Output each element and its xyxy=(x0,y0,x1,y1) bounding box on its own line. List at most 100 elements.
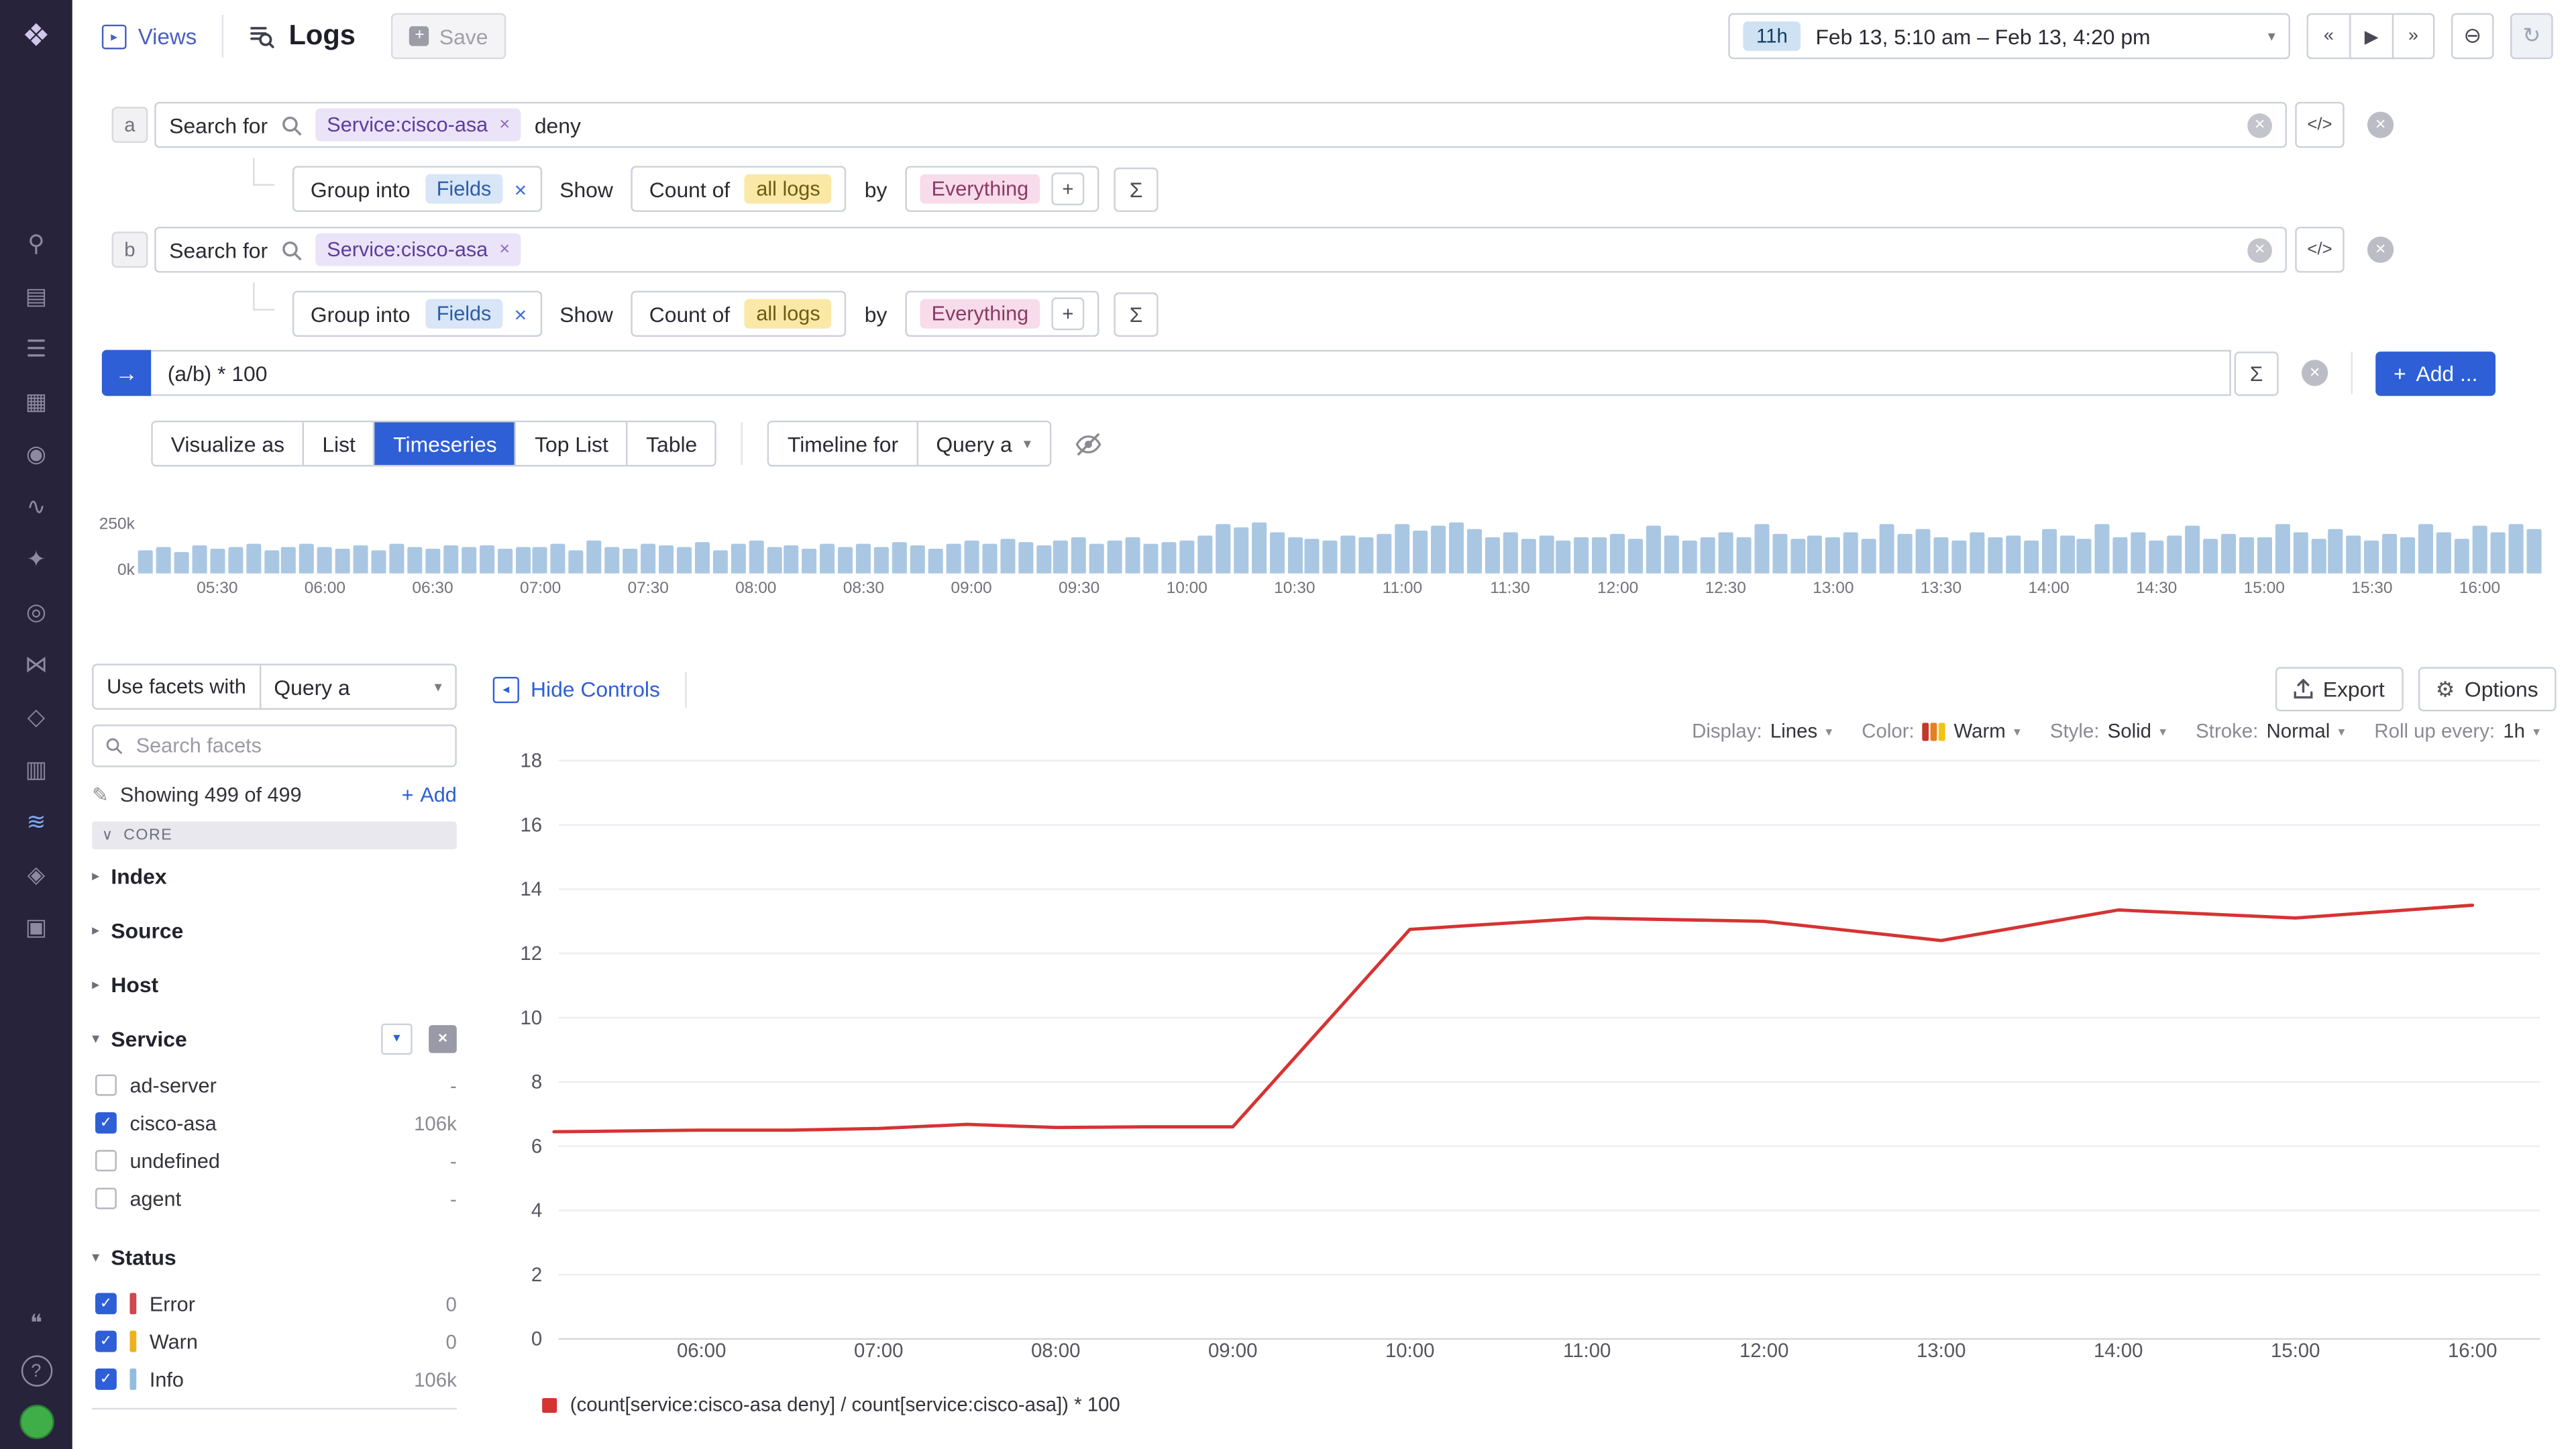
by-control[interactable]: Everything + xyxy=(905,166,1099,212)
timeline-bar[interactable] xyxy=(1503,533,1517,574)
group-into-control[interactable]: Group into Fields × xyxy=(292,290,541,337)
facet-checkbox[interactable]: ✓ xyxy=(95,1368,117,1390)
timeline-bar[interactable] xyxy=(1844,531,1859,573)
timeline-bar[interactable] xyxy=(210,549,225,574)
timeline-bar[interactable] xyxy=(1216,524,1230,574)
export-button[interactable]: Export xyxy=(2275,667,2403,711)
timeline-bar[interactable] xyxy=(712,549,727,573)
remove-tag-icon[interactable]: × xyxy=(499,240,510,260)
metrics-icon[interactable]: ∿ xyxy=(0,480,72,532)
timeline-bar[interactable] xyxy=(2221,534,2236,574)
timeline-bar[interactable] xyxy=(587,541,602,574)
formula-aggregate-button[interactable]: Σ xyxy=(2235,351,2279,395)
timeline-bar[interactable] xyxy=(1808,536,1823,574)
timeline-bar[interactable] xyxy=(1772,534,1787,574)
add-facet-button[interactable]: + Add xyxy=(402,784,457,806)
timeline-bar[interactable] xyxy=(1269,533,1284,574)
timeline-bar[interactable] xyxy=(1664,536,1679,574)
search-icon[interactable]: ⚲ xyxy=(0,217,72,269)
facet-checkbox[interactable] xyxy=(95,1075,117,1096)
facet-item-cisco-asa[interactable]: ✓cisco-asa106k xyxy=(92,1104,457,1142)
count-of-control[interactable]: Count of all logs xyxy=(631,166,847,212)
timeline-bar[interactable] xyxy=(1197,535,1212,574)
timeline-bar[interactable] xyxy=(228,547,243,573)
timeline-bar[interactable] xyxy=(2059,535,2074,574)
timeline-bar[interactable] xyxy=(1700,538,1715,574)
timeline-bar[interactable] xyxy=(1054,540,1069,573)
timeline-bar[interactable] xyxy=(1862,539,1876,574)
timeline-bar[interactable] xyxy=(1323,541,1338,574)
remove-formula-button[interactable]: × xyxy=(2302,360,2328,386)
timeline-bar[interactable] xyxy=(1072,537,1087,573)
timeline-bar[interactable] xyxy=(2131,531,2146,573)
time-range-selector[interactable]: 11h Feb 13, 5:10 am – Feb 13, 4:20 pm ▾ xyxy=(1728,13,2290,60)
timeline-bar[interactable] xyxy=(802,549,817,574)
timeline-bar[interactable] xyxy=(2526,529,2541,574)
timeline-bar[interactable] xyxy=(2455,539,2469,574)
timeline-bar[interactable] xyxy=(1826,537,1841,573)
app-security-icon[interactable]: ▣ xyxy=(0,900,72,953)
timeline-bar[interactable] xyxy=(839,547,853,574)
timeline-bar[interactable] xyxy=(1951,540,1966,573)
timeline-bar[interactable] xyxy=(335,549,350,573)
timeline-bar[interactable] xyxy=(156,547,170,573)
timeline-bar[interactable] xyxy=(533,547,548,574)
timeline-bar[interactable] xyxy=(2400,537,2415,573)
timeline-bar[interactable] xyxy=(1521,539,1536,574)
search-term[interactable]: deny xyxy=(535,113,581,138)
timeline-bar[interactable] xyxy=(1251,522,1266,574)
timeline-bar[interactable] xyxy=(1628,539,1643,574)
facet-group-service[interactable]: ▾Service▼× xyxy=(92,1012,457,1067)
timeline-bar[interactable] xyxy=(1287,537,1302,573)
aggregate-button[interactable]: Σ xyxy=(1114,167,1159,211)
facet-checkbox[interactable]: ✓ xyxy=(95,1293,117,1314)
formula-arrow-icon[interactable]: → xyxy=(102,350,151,396)
save-button[interactable]: + Save xyxy=(392,13,506,60)
add-by-button[interactable]: + xyxy=(1051,297,1084,330)
timeline-bar[interactable] xyxy=(641,543,655,574)
timeline-bar[interactable] xyxy=(317,548,332,574)
timeline-bar[interactable] xyxy=(2347,536,2361,574)
skip-forward-button[interactable]: » xyxy=(2392,13,2435,60)
timeline-bar[interactable] xyxy=(443,545,458,574)
facet-item-Warn[interactable]: ✓Warn0 xyxy=(92,1322,457,1360)
timeline-bar[interactable] xyxy=(2095,524,2110,574)
timeline-bar[interactable] xyxy=(2365,541,2379,574)
by-value-pill[interactable]: Everything xyxy=(920,174,1040,204)
add-by-button[interactable]: + xyxy=(1051,172,1084,205)
timeline-bar[interactable] xyxy=(1305,539,1320,574)
remove-query-button[interactable]: × xyxy=(2367,237,2394,263)
control-style[interactable]: Style:Solid▾ xyxy=(2050,720,2166,743)
clear-filter-icon[interactable]: × xyxy=(429,1025,457,1053)
timeline-bar[interactable] xyxy=(694,542,709,574)
timeline-bar[interactable] xyxy=(2293,533,2308,574)
timeline-bar[interactable] xyxy=(767,547,782,573)
timeline-bar[interactable] xyxy=(407,547,422,574)
timeline-bar[interactable] xyxy=(910,545,925,574)
remove-query-button[interactable]: × xyxy=(2367,112,2394,138)
timeline-bar[interactable] xyxy=(1108,541,1122,574)
datadog-logo-icon[interactable]: ❖ xyxy=(0,0,72,72)
timeline-bar[interactable] xyxy=(354,545,368,574)
timeline-bar[interactable] xyxy=(749,541,763,574)
facet-checkbox[interactable]: ✓ xyxy=(95,1112,117,1134)
facet-group-status[interactable]: ▾Status xyxy=(92,1230,457,1285)
visualize-option-table[interactable]: Table xyxy=(627,422,715,465)
timeline-bar[interactable] xyxy=(1970,533,1984,574)
timeline-bar[interactable] xyxy=(1485,537,1499,573)
timeline-bar[interactable] xyxy=(2239,537,2253,573)
core-section-header[interactable]: ∨ CORE xyxy=(92,821,457,849)
timeline-bar[interactable] xyxy=(2203,539,2218,574)
timeline-bar[interactable] xyxy=(1736,537,1751,573)
timeline-bar[interactable] xyxy=(1880,524,1894,574)
add-query-button[interactable]: + Add ... xyxy=(2375,351,2496,395)
visualize-option-top-list[interactable]: Top List xyxy=(515,422,627,465)
timeline-bar[interactable] xyxy=(2508,524,2523,574)
hide-timeline-icon[interactable] xyxy=(1074,431,1102,456)
timeline-bar[interactable] xyxy=(2078,539,2092,574)
play-button[interactable]: ▶ xyxy=(2349,13,2392,60)
timeline-bar[interactable] xyxy=(1161,542,1176,574)
timeline-bar[interactable] xyxy=(2490,533,2505,574)
facet-group-index[interactable]: ▸Index xyxy=(92,849,457,904)
timeline-bar[interactable] xyxy=(389,543,404,573)
